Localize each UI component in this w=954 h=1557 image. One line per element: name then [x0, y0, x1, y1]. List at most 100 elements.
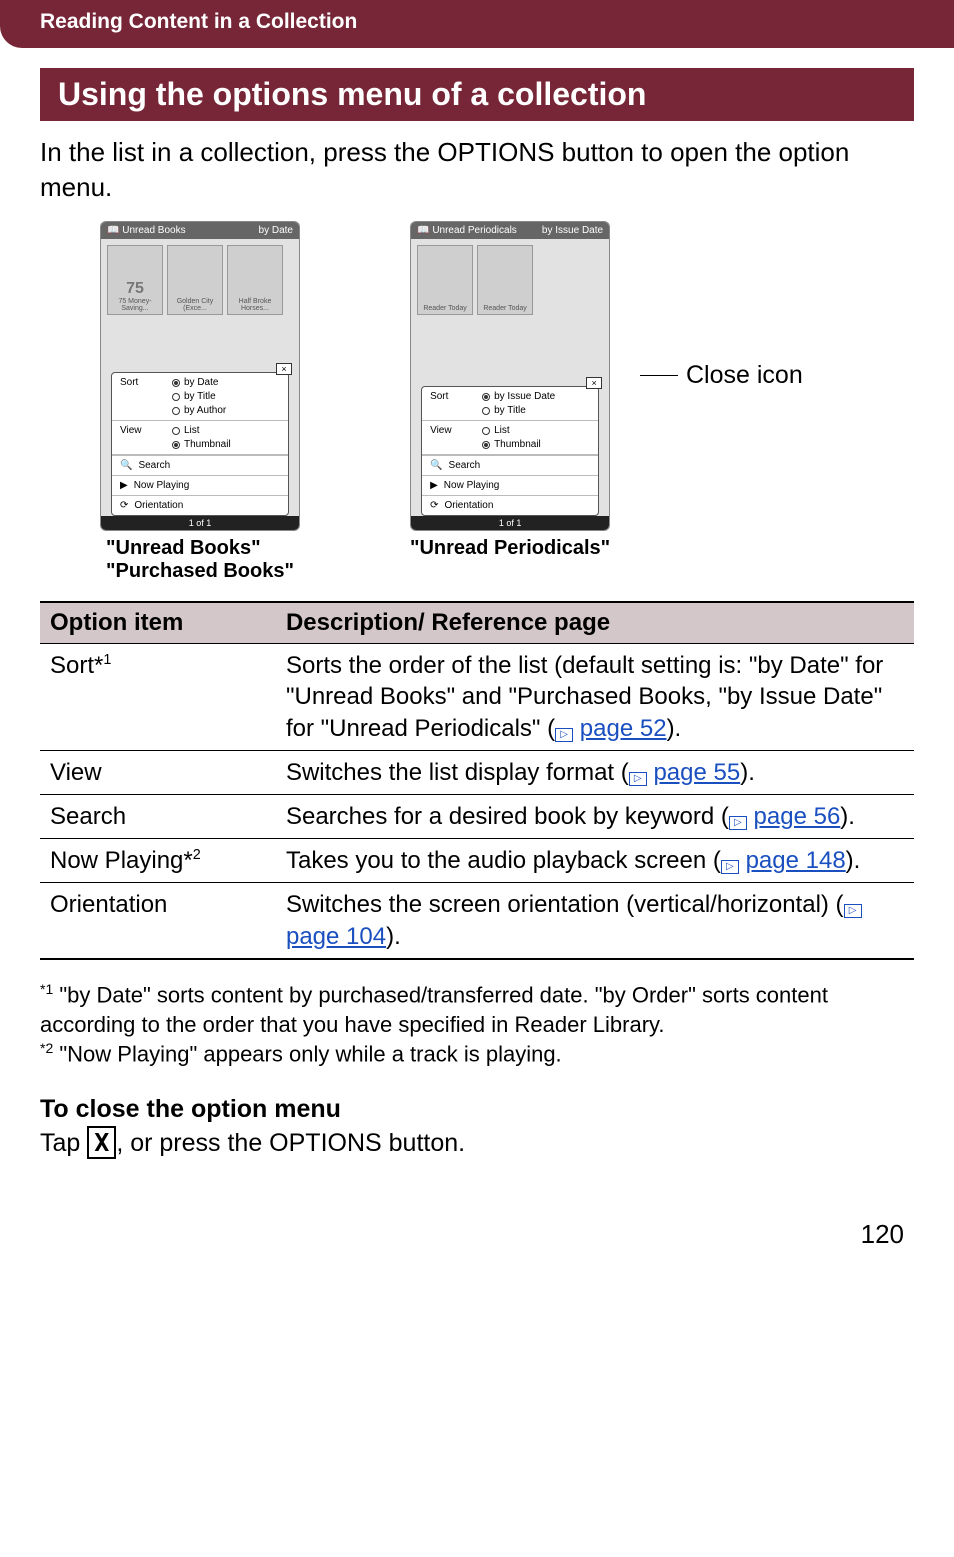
footnotes: *1 "by Date" sorts content by purchased/…	[40, 980, 914, 1070]
menu-search[interactable]: 🔍Search	[422, 455, 598, 475]
caption-left: "Unread Books" "Purchased Books"	[106, 537, 294, 583]
menu-orientation[interactable]: ⟳Orientation	[112, 495, 288, 515]
menu-sort-row: Sort by Issue Date by Title	[422, 387, 598, 421]
sort-by-author[interactable]: by Author	[172, 405, 226, 416]
page-link[interactable]: page 55	[653, 759, 740, 786]
close-menu-heading: To close the option menu	[40, 1095, 914, 1124]
sort-by-title[interactable]: by Title	[172, 391, 226, 402]
close-icon[interactable]: ×	[586, 377, 602, 389]
menu-orientation[interactable]: ⟳Orientation	[422, 495, 598, 515]
thumbnail-item[interactable]: Half Broke Horses...	[227, 245, 283, 315]
play-icon: ▶	[120, 480, 128, 491]
callout-line	[640, 375, 678, 376]
view-list[interactable]: List	[482, 425, 541, 436]
screenshot-right-block: 📖 Unread Periodicals by Issue Date Reade…	[410, 221, 610, 560]
caption-line: "Purchased Books"	[106, 560, 294, 583]
radio-icon	[172, 441, 180, 449]
device-footer: 1 of 1	[101, 516, 299, 530]
device-unread-periodicals: 📖 Unread Periodicals by Issue Date Reade…	[410, 221, 610, 531]
close-icon[interactable]: ×	[276, 363, 292, 375]
page-link[interactable]: page 104	[286, 923, 386, 950]
close-menu-text: Tap X, or press the OPTIONS button.	[40, 1126, 914, 1159]
table-cell-item: Sort*1	[40, 644, 276, 751]
breadcrumb-text: Reading Content in a Collection	[40, 10, 357, 33]
page-number: 120	[40, 1219, 914, 1250]
view-thumbnail[interactable]: Thumbnail	[482, 439, 541, 450]
page-content: Using the options menu of a collection I…	[0, 48, 954, 1270]
footnote-2: *2 "Now Playing" appears only while a tr…	[40, 1039, 914, 1069]
radio-icon	[172, 407, 180, 415]
view-label: View	[430, 425, 470, 450]
sort-by-issue-date[interactable]: by Issue Date	[482, 391, 555, 402]
thumbnail-item[interactable]: 7575 Money-Saving...	[107, 245, 163, 315]
menu-now-playing[interactable]: ▶Now Playing	[422, 475, 598, 495]
thumbnail-item[interactable]: Reader Today	[417, 245, 473, 315]
x-icon: X	[87, 1126, 116, 1159]
caption-right: "Unread Periodicals"	[410, 537, 610, 560]
breadcrumb-header: Reading Content in a Collection	[0, 0, 954, 48]
table-header-desc: Description/ Reference page	[276, 602, 914, 644]
footnote-1: *1 "by Date" sorts content by purchased/…	[40, 980, 914, 1040]
radio-icon	[482, 427, 490, 435]
page-link[interactable]: page 56	[754, 803, 841, 830]
radio-icon	[172, 427, 180, 435]
view-thumbnail[interactable]: Thumbnail	[172, 439, 231, 450]
sort-by-title[interactable]: by Title	[482, 405, 555, 416]
table-header-item: Option item	[40, 602, 276, 644]
screenshots-row: 📖 Unread Books by Date 7575 Money-Saving…	[40, 221, 914, 583]
reference-icon: ▷	[729, 816, 747, 830]
reference-icon: ▷	[629, 772, 647, 786]
options-menu: × Sort by Issue Date by Title View List …	[421, 386, 599, 516]
radio-icon	[172, 393, 180, 401]
reference-icon: ▷	[844, 904, 862, 918]
radio-icon	[482, 407, 490, 415]
menu-now-playing[interactable]: ▶Now Playing	[112, 475, 288, 495]
reference-icon: ▷	[555, 728, 573, 742]
intro-paragraph: In the list in a collection, press the O…	[40, 135, 914, 205]
menu-view-row: View List Thumbnail	[112, 421, 288, 455]
thumbnail-item[interactable]: Reader Today	[477, 245, 533, 315]
device-unread-books: 📖 Unread Books by Date 7575 Money-Saving…	[100, 221, 300, 531]
device-title: Unread Periodicals	[432, 225, 517, 236]
device-title-sort: by Issue Date	[542, 225, 603, 236]
caption-line: "Unread Books"	[106, 537, 294, 560]
table-cell-item: View	[40, 750, 276, 794]
options-menu: × Sort by Date by Title by Author View L…	[111, 372, 289, 516]
page-link[interactable]: page 52	[580, 715, 667, 742]
menu-view-row: View List Thumbnail	[422, 421, 598, 455]
caption-line: "Unread Periodicals"	[410, 537, 610, 560]
reference-icon: ▷	[721, 860, 739, 874]
table-row: OrientationSwitches the screen orientati…	[40, 883, 914, 959]
table-cell-desc: Switches the screen orientation (vertica…	[276, 883, 914, 959]
menu-sort-row: Sort by Date by Title by Author	[112, 373, 288, 421]
options-table: Option item Description/ Reference page …	[40, 601, 914, 960]
orientation-icon: ⟳	[430, 500, 438, 511]
menu-search[interactable]: 🔍Search	[112, 455, 288, 475]
section-title: Using the options menu of a collection	[40, 68, 914, 121]
search-icon: 🔍	[430, 460, 442, 471]
view-list[interactable]: List	[172, 425, 231, 436]
page-link[interactable]: page 148	[746, 847, 846, 874]
radio-icon	[172, 379, 180, 387]
table-cell-item: Search	[40, 794, 276, 838]
table-row: Now Playing*2Takes you to the audio play…	[40, 839, 914, 883]
device-thumbnails: Reader Today Reader Today	[411, 239, 609, 321]
screenshot-left-block: 📖 Unread Books by Date 7575 Money-Saving…	[100, 221, 300, 583]
table-row: ViewSwitches the list display format (▷ …	[40, 750, 914, 794]
radio-icon	[482, 393, 490, 401]
device-title: Unread Books	[122, 225, 185, 236]
table-row: SearchSearches for a desired book by key…	[40, 794, 914, 838]
table-cell-desc: Takes you to the audio playback screen (…	[276, 839, 914, 883]
table-cell-desc: Switches the list display format (▷ page…	[276, 750, 914, 794]
search-icon: 🔍	[120, 460, 132, 471]
device-thumbnails: 7575 Money-Saving... Golden City (Exce..…	[101, 239, 299, 321]
orientation-icon: ⟳	[120, 500, 128, 511]
close-icon-callout: Close icon	[640, 361, 803, 390]
table-cell-item: Orientation	[40, 883, 276, 959]
sort-by-date[interactable]: by Date	[172, 377, 226, 388]
table-row: Sort*1Sorts the order of the list (defau…	[40, 644, 914, 751]
thumbnail-item[interactable]: Golden City (Exce...	[167, 245, 223, 315]
table-cell-desc: Sorts the order of the list (default set…	[276, 644, 914, 751]
play-icon: ▶	[430, 480, 438, 491]
radio-icon	[482, 441, 490, 449]
